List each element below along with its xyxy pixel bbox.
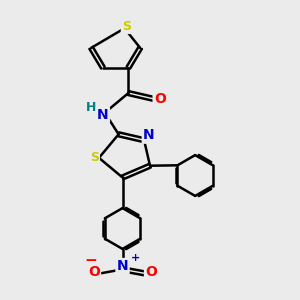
Text: H: H	[86, 101, 96, 115]
Text: O: O	[88, 266, 100, 280]
Text: −: −	[84, 254, 97, 268]
Text: N: N	[143, 128, 154, 142]
Text: O: O	[154, 92, 166, 106]
Text: +: +	[131, 253, 140, 263]
Text: S: S	[122, 20, 131, 33]
Text: O: O	[145, 266, 157, 280]
Text: S: S	[90, 152, 99, 164]
Text: N: N	[97, 108, 109, 122]
Text: N: N	[117, 259, 128, 273]
